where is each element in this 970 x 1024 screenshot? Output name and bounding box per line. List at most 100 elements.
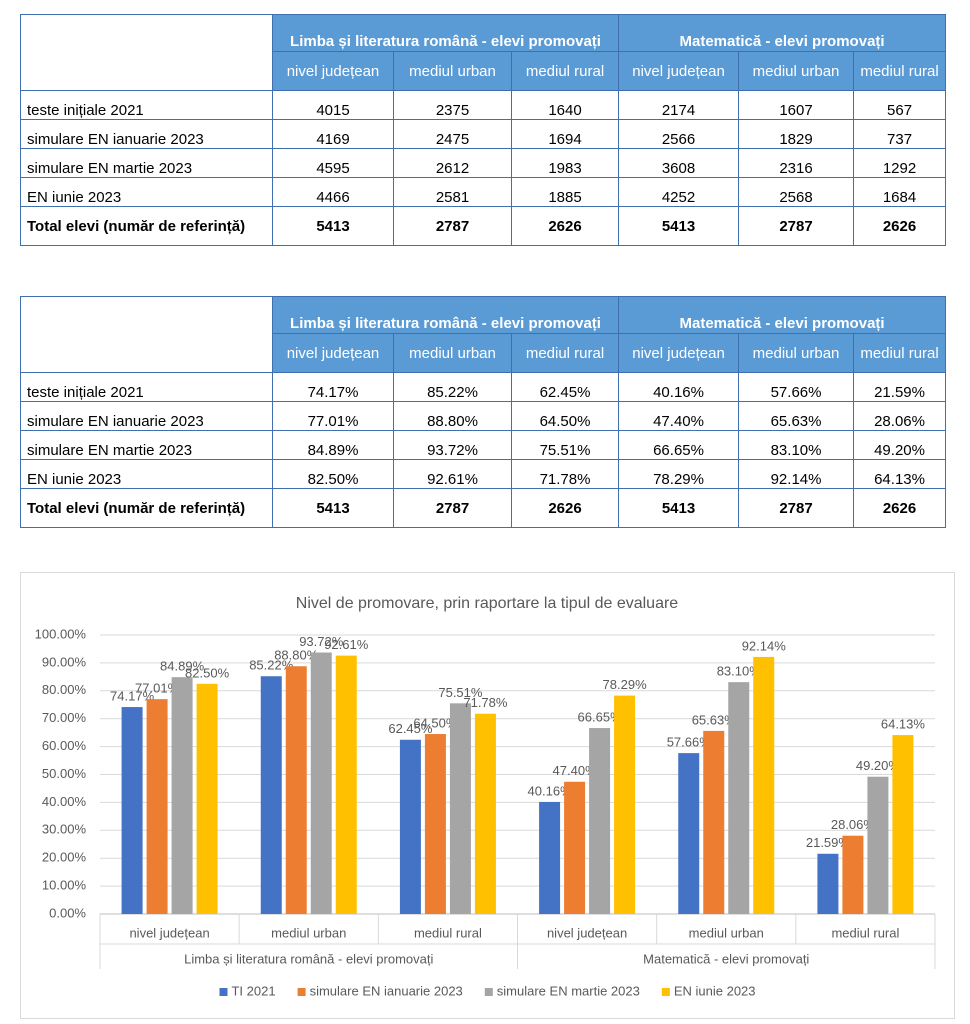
cell: 1983 [510, 148, 620, 178]
cell: 5413 [618, 206, 740, 246]
corner-cell [20, 296, 273, 373]
cell: 4466 [272, 177, 394, 207]
bar [614, 695, 636, 914]
cell: 66.65% [618, 430, 740, 460]
bar [753, 656, 775, 914]
y-tick-label: 60.00% [42, 738, 87, 753]
x-tick-label: mediul urban [271, 925, 346, 940]
data-row: simulare EN ianuarie 2023 4169 2475 1694 256… [20, 119, 947, 149]
legend-label: simulare EN martie 2023 [497, 983, 640, 998]
subheader-row: nivel județean mediul urban mediul rural ni… [21, 51, 947, 91]
cell: 2626 [853, 206, 947, 246]
cell: 1694 [510, 119, 620, 149]
sub-header: mediul rural [510, 333, 620, 373]
y-tick-label: 10.00% [42, 878, 87, 893]
bar [424, 734, 446, 914]
legend-swatch [297, 988, 306, 996]
cell: 2787 [393, 206, 512, 246]
cell: 2612 [393, 148, 512, 178]
y-tick-label: 100.00% [35, 626, 87, 641]
bar [196, 683, 218, 914]
y-tick-label: 30.00% [42, 822, 87, 837]
sub-header: mediul rural [853, 51, 947, 91]
row-label: Total elevi (număr de referință) [20, 206, 273, 246]
y-tick-label: 20.00% [42, 850, 87, 865]
cell: 2174 [618, 90, 740, 120]
cell: 2626 [853, 488, 947, 528]
cell: 64.13% [853, 459, 947, 489]
cell: 85.22% [393, 372, 512, 402]
cell: 2626 [510, 488, 620, 528]
header-row: Limba și literatura română - elevi promo… [20, 296, 947, 373]
data-label: 65.63% [692, 712, 737, 727]
cell: 28.06% [853, 401, 947, 431]
cell: 74.17% [272, 372, 394, 402]
cell: 93.72% [393, 430, 512, 460]
cell: 2375 [393, 90, 512, 120]
y-tick-label: 0.00% [49, 905, 86, 920]
cell: 4595 [272, 148, 394, 178]
bar [703, 730, 725, 914]
data-label: 47.40% [553, 763, 598, 778]
cell: 82.50% [272, 459, 394, 489]
sub-header: mediul urban [393, 333, 512, 373]
header-row: Limba și literatura română - elevi promo… [20, 14, 947, 91]
data-row: teste inițiale 2021 4015 2375 1640 2174 1607 5… [20, 90, 947, 120]
cell: 2566 [618, 119, 740, 149]
data-label: 82.50% [185, 665, 230, 680]
row-label: EN iunie 2023 [20, 459, 273, 489]
bar [310, 652, 332, 914]
data-label: 40.16% [528, 783, 573, 798]
data-label: 75.51% [438, 685, 483, 700]
cell: 2626 [510, 206, 620, 246]
y-tick-label: 70.00% [42, 710, 87, 725]
row-label: simulare EN ianuarie 2023 [20, 119, 273, 149]
x-tick-label: mediul rural [414, 925, 482, 940]
sub-header: mediul rural [510, 51, 620, 91]
cell: 4015 [272, 90, 394, 120]
data-row: simulare EN martie 2023 4595 2612 1983 3608 2… [20, 148, 947, 178]
data-row: simulare EN martie 2023 84.89% 93.72% 75.51… [20, 430, 947, 460]
bar [285, 666, 307, 914]
cell: 4252 [618, 177, 740, 207]
data-label: 21.59% [806, 835, 851, 850]
data-row: EN iunie 2023 4466 2581 1885 4252 2568 1684 [20, 177, 947, 207]
data-label: 84.89% [160, 659, 205, 674]
data-label: 64.13% [881, 717, 926, 732]
sub-header: mediul urban [738, 51, 855, 91]
legend-label: simulare EN ianuarie 2023 [310, 983, 463, 998]
bar [678, 753, 700, 914]
cell: 75.51% [510, 430, 620, 460]
legend-label: TI 2021 [231, 983, 275, 998]
chart: Nivel de promovare, prin raportare la ti… [20, 572, 955, 1019]
data-row: teste inițiale 2021 74.17% 85.22% 62.45% 40.… [20, 372, 947, 402]
cell: 62.45% [510, 372, 620, 402]
cell: 84.89% [272, 430, 394, 460]
cell: 2581 [393, 177, 512, 207]
cell: 78.29% [618, 459, 740, 489]
total-row: Total elevi (număr de referință) 5413 2787… [20, 488, 947, 528]
data-label: 28.06% [831, 817, 876, 832]
data-label: 92.61% [324, 637, 369, 652]
data-label: 83.10% [717, 664, 762, 679]
bar [121, 707, 143, 914]
cell: 1640 [510, 90, 620, 120]
x-tick-label: nivel județean [547, 925, 627, 940]
row-label: simulare EN ianuarie 2023 [20, 401, 273, 431]
cell: 77.01% [272, 401, 394, 431]
y-tick-label: 90.00% [42, 654, 87, 669]
percent-table: Limba și literatura română - elevi promo… [20, 296, 947, 528]
data-label: 92.14% [742, 638, 787, 653]
bar [842, 835, 864, 914]
data-label: 71.78% [463, 695, 508, 710]
sub-header: mediul urban [738, 333, 855, 373]
cell: 4169 [272, 119, 394, 149]
cell: 1292 [853, 148, 947, 178]
sub-header: nivel județean [618, 51, 740, 91]
data-label: 66.65% [578, 709, 623, 724]
cell: 71.78% [510, 459, 620, 489]
row-label: teste inițiale 2021 [20, 90, 273, 120]
group-label: Matematică - elevi promovați [643, 951, 809, 966]
group-header: Limba și literatura română - elevi promo… [271, 296, 620, 334]
